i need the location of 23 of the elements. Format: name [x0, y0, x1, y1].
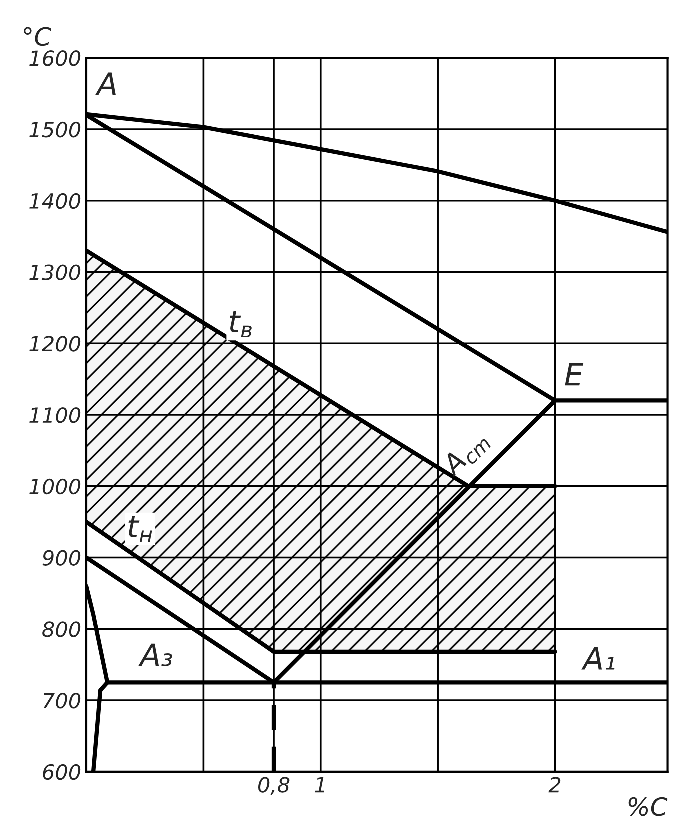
annotation: A₁: [582, 647, 615, 670]
x-tick-label: 2: [548, 777, 561, 793]
y-tick-label: 1300: [30, 264, 81, 280]
y-tick-label: 700: [44, 692, 81, 709]
y-axis-title: °C: [24, 27, 52, 46]
y-tick-label: 600: [43, 764, 81, 780]
y-tick-label: 1200: [30, 336, 81, 352]
annotation: A: [96, 72, 116, 96]
y-tick-label: 1100: [30, 407, 81, 424]
y-tick-label: 1500: [30, 122, 81, 138]
text: A$_{cm}$: [440, 428, 492, 481]
x-tick-label: 0,8: [258, 777, 290, 796]
x-tick-label: 1: [315, 777, 324, 793]
y-tick-label: 800: [42, 622, 81, 638]
y-tick-label: 1600: [30, 50, 81, 66]
y-tick-label: 900: [42, 550, 81, 566]
annotation: t$_{н}$: [128, 516, 152, 542]
annotation: A₃: [138, 644, 172, 666]
y-tick-label: 1400: [30, 193, 81, 210]
x-axis-title: %C: [628, 797, 668, 816]
annotation: E: [565, 363, 584, 386]
y-tick-label: 1000: [30, 478, 81, 495]
annotation: t$_{в}$: [230, 311, 252, 338]
